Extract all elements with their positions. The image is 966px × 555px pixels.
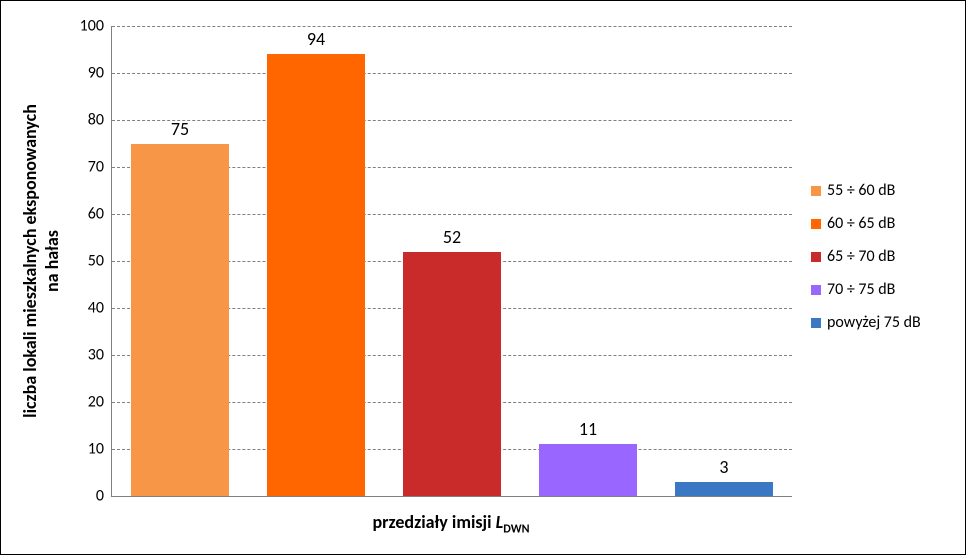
y-axis-label-line2: na hałas	[41, 230, 63, 292]
bar: 52	[403, 252, 501, 496]
bar-value-label: 11	[579, 418, 597, 444]
ytick-label: 10	[88, 440, 112, 459]
plot-area: 0102030405060708090100759452113	[111, 26, 792, 497]
legend-item: 60 ÷ 65 dB	[811, 214, 921, 233]
bar: 94	[267, 54, 365, 496]
legend-label: 55 ÷ 60 dB	[827, 181, 895, 200]
legend-item: 70 ÷ 75 dB	[811, 280, 921, 299]
ytick-label: 0	[96, 487, 112, 506]
legend-swatch	[811, 219, 821, 229]
ytick-label: 40	[88, 299, 112, 318]
legend-label: 60 ÷ 65 dB	[827, 214, 895, 233]
ytick-label: 60	[88, 205, 112, 224]
x-axis-label-sub: DWN	[503, 523, 529, 537]
chart-container: 0102030405060708090100759452113 przedzia…	[0, 0, 966, 555]
ytick-label: 80	[88, 111, 112, 130]
bar: 11	[539, 444, 637, 496]
x-axis-label-italic: L	[496, 511, 504, 533]
ytick-label: 30	[88, 346, 112, 365]
bar: 3	[675, 482, 773, 496]
legend-swatch	[811, 252, 821, 262]
legend-item: 55 ÷ 60 dB	[811, 181, 921, 200]
legend: 55 ÷ 60 dB 60 ÷ 65 dB 65 ÷ 70 dB 70 ÷ 75 dB…	[811, 181, 921, 346]
legend-item: 65 ÷ 70 dB	[811, 247, 921, 266]
gridline	[112, 120, 792, 121]
ytick-label: 20	[88, 393, 112, 412]
gridline	[112, 73, 792, 74]
bar-value-label: 94	[307, 28, 325, 54]
bar: 75	[131, 144, 229, 497]
legend-swatch	[811, 285, 821, 295]
bar-value-label: 75	[171, 118, 189, 144]
legend-swatch	[811, 318, 821, 328]
gridline	[112, 26, 792, 27]
y-axis-label: liczba lokali mieszkalnych eksponowanych…	[19, 104, 63, 418]
legend-swatch	[811, 186, 821, 196]
x-axis-label: przedziały imisji LDWN	[372, 511, 529, 537]
bar-value-label: 52	[443, 226, 461, 252]
x-axis-label-prefix: przedziały imisji	[372, 511, 495, 533]
ytick-label: 70	[88, 158, 112, 177]
y-axis-label-line1: liczba lokali mieszkalnych eksponowanych	[19, 104, 41, 418]
bar-value-label: 3	[719, 456, 728, 482]
legend-label: 70 ÷ 75 dB	[827, 280, 895, 299]
legend-label: 65 ÷ 70 dB	[827, 247, 895, 266]
ytick-label: 50	[88, 252, 112, 271]
ytick-label: 100	[80, 17, 112, 36]
legend-item: powyżej 75 dB	[811, 313, 921, 332]
ytick-label: 90	[88, 64, 112, 83]
legend-label: powyżej 75 dB	[827, 313, 921, 332]
